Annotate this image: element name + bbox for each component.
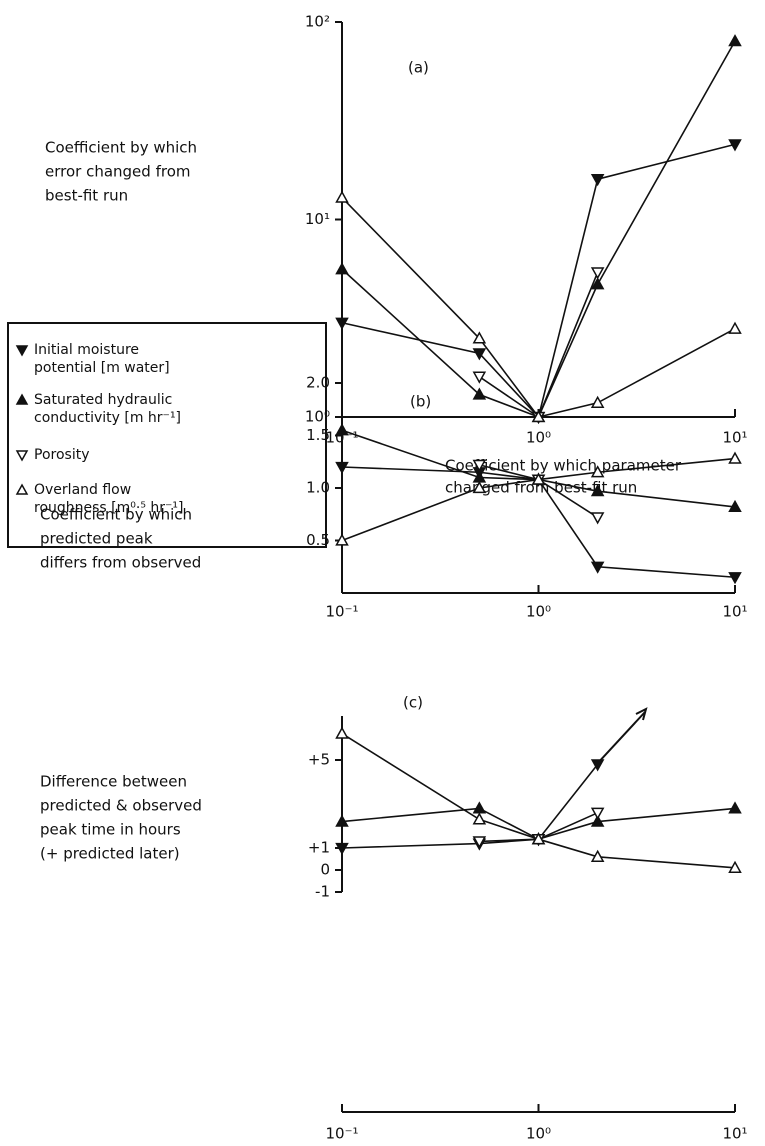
- data-point: [590, 759, 605, 772]
- chart-title: (c): [403, 694, 423, 712]
- x-tick-label: 10¹: [722, 429, 747, 447]
- legend-marker: [15, 483, 29, 495]
- data-point: [531, 832, 546, 845]
- x-tick-label: 10¹: [722, 603, 747, 621]
- x-tick-label: 10⁰: [526, 603, 551, 621]
- data-point: [335, 262, 349, 275]
- series-line: [478, 272, 599, 419]
- data-point: [335, 190, 349, 203]
- data-point: [472, 387, 487, 400]
- chart-title: (b): [410, 393, 431, 411]
- y-axis-label: predicted & observed: [40, 797, 202, 815]
- data-point: [335, 461, 349, 475]
- data-point: [728, 801, 742, 814]
- x-tick-label: 10⁰: [526, 429, 551, 447]
- y-tick-label: 10⁰: [305, 408, 330, 426]
- legend-label: Initial moisture potential [m water]: [34, 342, 170, 376]
- series-line: [341, 763, 599, 849]
- y-tick-label: 10¹: [305, 210, 330, 228]
- data-point: [728, 321, 742, 334]
- data-point: [590, 484, 605, 497]
- x-tick-label: 10⁻¹: [325, 603, 358, 621]
- data-point: [728, 499, 742, 513]
- data-point: [590, 277, 605, 290]
- y-axis-label: Coefficient by which: [40, 506, 192, 524]
- data-point: [728, 860, 742, 873]
- y-tick-label: +1: [308, 839, 330, 857]
- series-line: [341, 732, 736, 869]
- data-point: [335, 842, 349, 856]
- arrow-head: [635, 707, 648, 721]
- data-point: [472, 331, 487, 344]
- y-tick-label: 10²: [305, 13, 330, 31]
- data-point: [335, 533, 349, 546]
- x-tick-label: 10¹: [722, 1125, 747, 1143]
- data-point: [590, 465, 605, 478]
- data-point: [590, 267, 605, 280]
- data-point: [590, 814, 605, 827]
- legend-marker: [15, 345, 29, 357]
- y-tick-label: 1.0: [306, 479, 330, 497]
- y-axis-label: error changed from: [45, 163, 190, 181]
- data-point: [472, 480, 487, 494]
- data-point: [590, 512, 605, 525]
- data-point: [472, 801, 487, 814]
- y-axis-label: Coefficient by which: [45, 139, 197, 157]
- y-tick-label: 1.5: [306, 426, 330, 444]
- data-point: [335, 726, 349, 739]
- data-point: [531, 472, 546, 485]
- data-point: [531, 409, 546, 423]
- x-tick-label: 10⁻¹: [325, 1125, 358, 1143]
- legend-label: Porosity: [34, 447, 89, 463]
- data-point: [472, 348, 487, 361]
- series-line: [341, 197, 736, 418]
- x-tick-label: 10⁰: [526, 1125, 551, 1143]
- data-point: [335, 317, 349, 330]
- data-point: [472, 836, 487, 849]
- data-point: [590, 174, 605, 187]
- series-line: [341, 143, 736, 419]
- data-point: [728, 572, 742, 585]
- data-point: [728, 34, 742, 47]
- y-axis-label: differs from observed: [40, 554, 201, 572]
- data-point: [590, 807, 605, 820]
- y-tick-label: 2.0: [306, 374, 330, 392]
- data-point: [728, 139, 742, 152]
- y-tick-label: 0: [320, 861, 330, 879]
- y-axis-label: Difference between: [40, 773, 187, 791]
- data-point: [472, 459, 487, 472]
- x-axis-label: changed from best-fit run: [445, 479, 637, 497]
- y-axis-label: predicted peak: [40, 530, 153, 548]
- legend-marker: [15, 450, 29, 462]
- off-scale-arrow: [595, 711, 646, 766]
- y-axis-label: (+ predicted later): [40, 845, 180, 863]
- legend-label: Saturated hydraulic conductivity [m hr⁻¹]: [34, 392, 181, 426]
- data-point: [590, 849, 605, 862]
- data-point: [590, 561, 605, 574]
- y-tick-label: 0.5: [306, 531, 330, 549]
- y-tick-label: +5: [308, 751, 330, 769]
- legend-label: Overland flow roughness [m⁰·⁵ hr⁻¹]: [34, 482, 184, 516]
- chart-title: (a): [408, 59, 429, 77]
- data-point: [472, 812, 487, 825]
- legend-marker: [15, 393, 29, 405]
- y-tick-label: -1: [315, 883, 330, 901]
- data-point: [728, 451, 742, 464]
- legend-box: [7, 322, 327, 548]
- data-point: [335, 423, 349, 436]
- y-axis-label: peak time in hours: [40, 821, 181, 839]
- data-point: [472, 371, 487, 384]
- y-axis-label: best-fit run: [45, 187, 128, 205]
- data-point: [335, 814, 349, 827]
- data-point: [590, 395, 605, 408]
